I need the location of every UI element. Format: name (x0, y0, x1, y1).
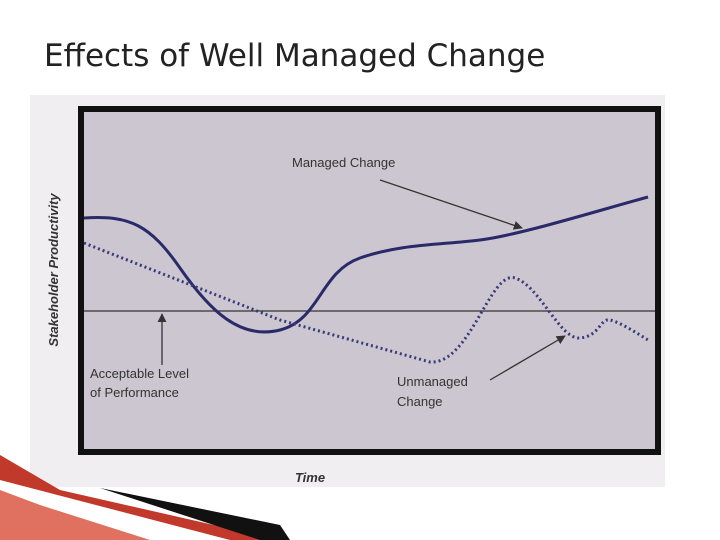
managed-arrow (379, 179, 523, 230)
annotation: Unmanaged (397, 374, 468, 389)
annotation: Change (397, 394, 443, 409)
unmanaged-curve (83, 241, 649, 364)
decoration (100, 488, 290, 540)
annotation: Acceptable Level (90, 366, 189, 381)
annotation: of Performance (90, 385, 179, 400)
unmanaged-arrow (489, 335, 566, 381)
slide-title: Effects of Well Managed Change (44, 38, 545, 74)
annotation: Managed Change (292, 155, 395, 170)
y-axis-label: Stakeholder Productivity (46, 193, 61, 347)
managed-curve (83, 195, 649, 334)
x-axis-label: Time (295, 470, 325, 485)
decoration (0, 490, 150, 540)
